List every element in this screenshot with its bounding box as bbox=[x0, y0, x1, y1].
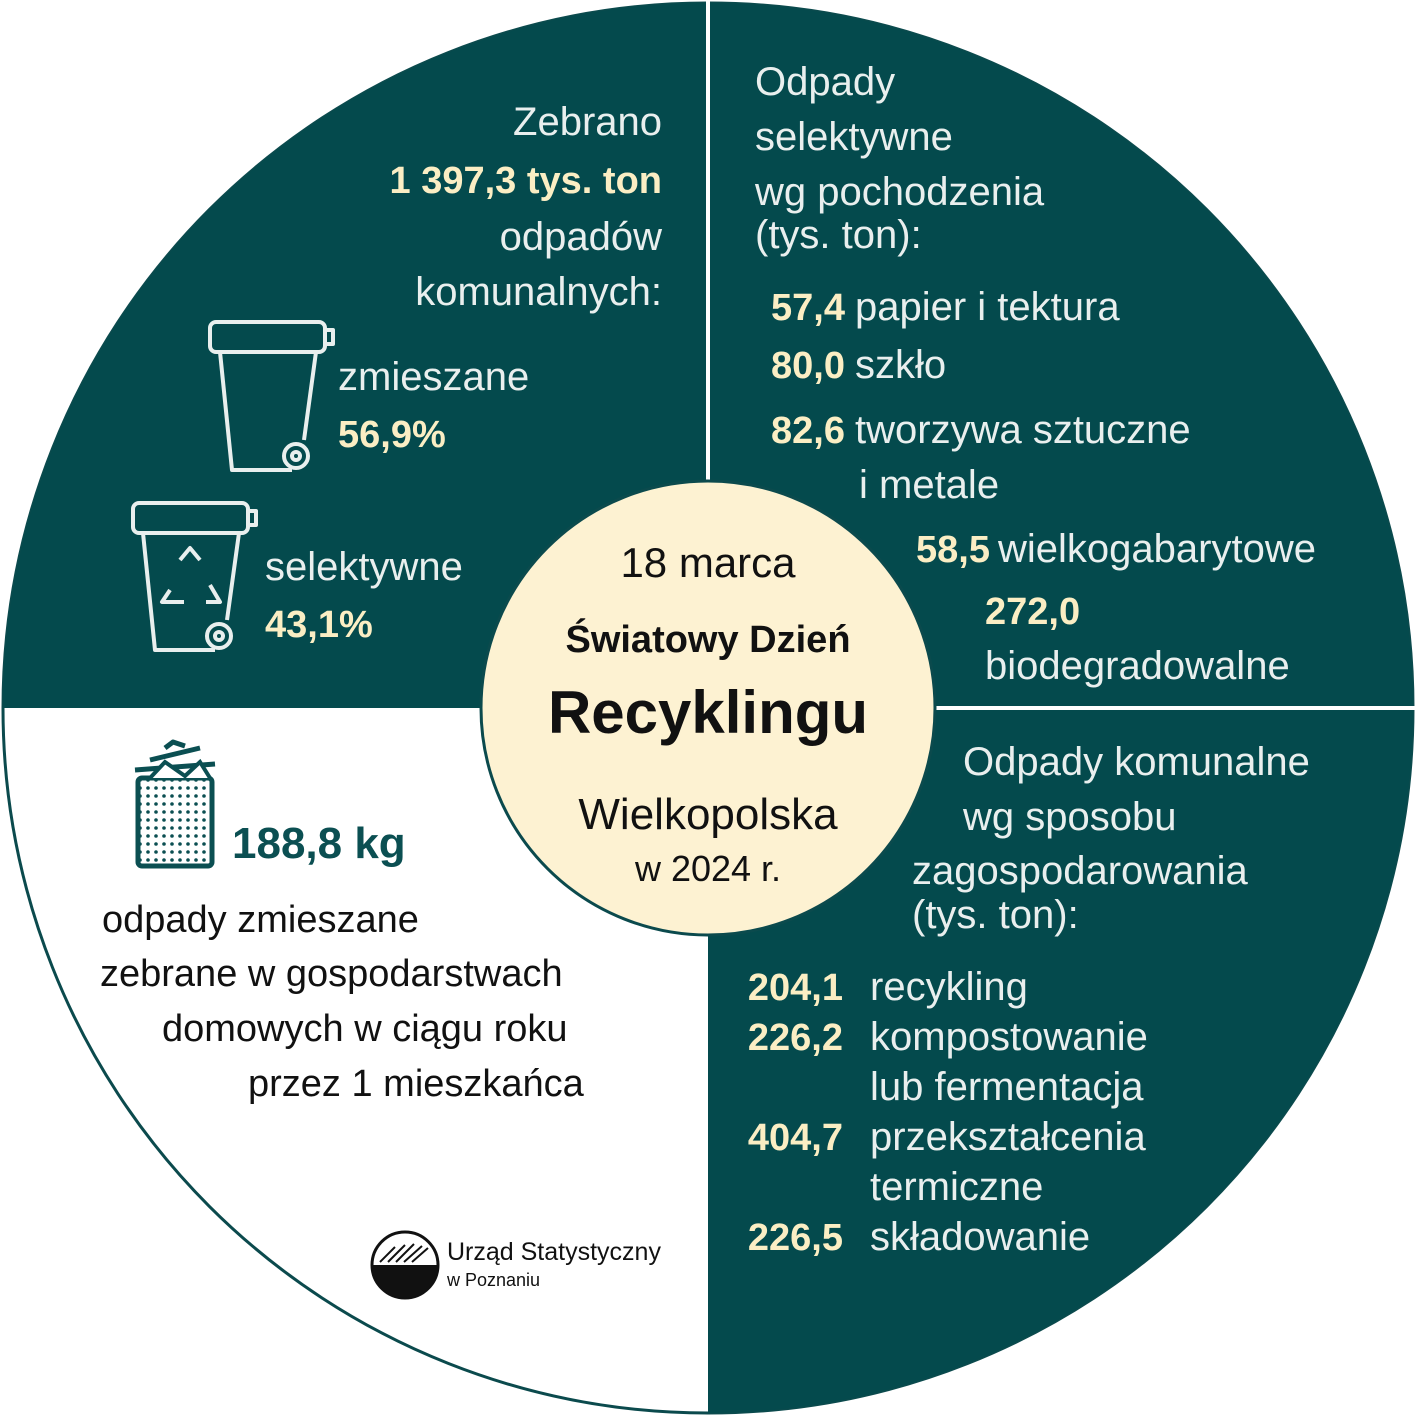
org-city: w Poznaniu bbox=[446, 1270, 540, 1290]
item-value: 82,6 bbox=[771, 410, 845, 452]
unit: (tys. ton): bbox=[912, 893, 1079, 937]
item-value: 272,0 bbox=[985, 591, 1080, 633]
quadrant-top-right bbox=[708, 3, 1413, 708]
heading: Odpady bbox=[755, 60, 895, 104]
item-value: 57,4 bbox=[771, 287, 845, 329]
heading: odpadów bbox=[500, 215, 662, 259]
type-share: 43,1% bbox=[265, 604, 373, 646]
selective-bin-icon bbox=[131, 501, 258, 652]
center-circle bbox=[479, 479, 937, 937]
item-value: 204,1 bbox=[748, 967, 843, 1009]
heading: wg sposobu bbox=[962, 795, 1176, 839]
heading: Zebrano bbox=[513, 100, 662, 144]
heading: selektywne bbox=[755, 115, 953, 159]
item-label: przekształcenia bbox=[870, 1115, 1146, 1159]
quadrant-bottom-right bbox=[708, 708, 1413, 1413]
description: odpady zmieszane bbox=[102, 899, 419, 941]
org-name: Urząd Statystyczny bbox=[447, 1238, 661, 1266]
heading: zagospodarowania bbox=[912, 849, 1249, 893]
date: 18 marca bbox=[620, 539, 796, 586]
item-label: składowanie bbox=[870, 1215, 1090, 1259]
type-label: selektywne bbox=[265, 545, 463, 589]
item-label: termiczne bbox=[870, 1165, 1043, 1209]
item-label: szkło bbox=[855, 343, 946, 387]
item-value: 404,7 bbox=[748, 1117, 843, 1159]
item-label: papier i tektura bbox=[855, 285, 1120, 329]
region: Wielkopolska bbox=[578, 790, 838, 839]
item-value: 226,2 bbox=[748, 1017, 843, 1059]
heading: wg pochodzenia bbox=[754, 170, 1045, 214]
title: Recyklingu bbox=[548, 679, 868, 746]
item-value: 58,5 bbox=[916, 529, 990, 571]
year: w 2024 r. bbox=[634, 848, 781, 889]
type-share: 56,9% bbox=[338, 414, 446, 456]
item-label: wielkogabarytowe bbox=[997, 527, 1316, 571]
description: przez 1 mieszkańca bbox=[248, 1063, 585, 1105]
mixed-bin-icon bbox=[208, 320, 335, 472]
unit: (tys. ton): bbox=[755, 213, 922, 257]
item-label: i metale bbox=[859, 463, 999, 507]
item-label: kompostowanie bbox=[870, 1015, 1148, 1059]
item-label: lub fermentacja bbox=[870, 1065, 1144, 1109]
full-bin-icon bbox=[134, 739, 216, 869]
total-amount: 1 397,3 tys. ton bbox=[390, 160, 662, 202]
title: Światowy Dzień bbox=[565, 617, 850, 661]
item-value: 226,5 bbox=[748, 1217, 843, 1259]
item-label: recykling bbox=[870, 965, 1028, 1009]
type-label: zmieszane bbox=[338, 355, 529, 399]
item-label: tworzywa sztuczne bbox=[855, 408, 1191, 452]
logo bbox=[370, 1230, 440, 1300]
item-label: biodegradowalne bbox=[985, 644, 1290, 688]
description: domowych w ciągu roku bbox=[162, 1008, 568, 1050]
item-value: 80,0 bbox=[771, 345, 845, 387]
heading: komunalnych: bbox=[415, 270, 662, 314]
description: zebrane w gospodarstwach bbox=[100, 953, 563, 995]
heading: Odpady komunalne bbox=[963, 740, 1310, 784]
per-capita-value: 188,8 kg bbox=[232, 819, 406, 868]
